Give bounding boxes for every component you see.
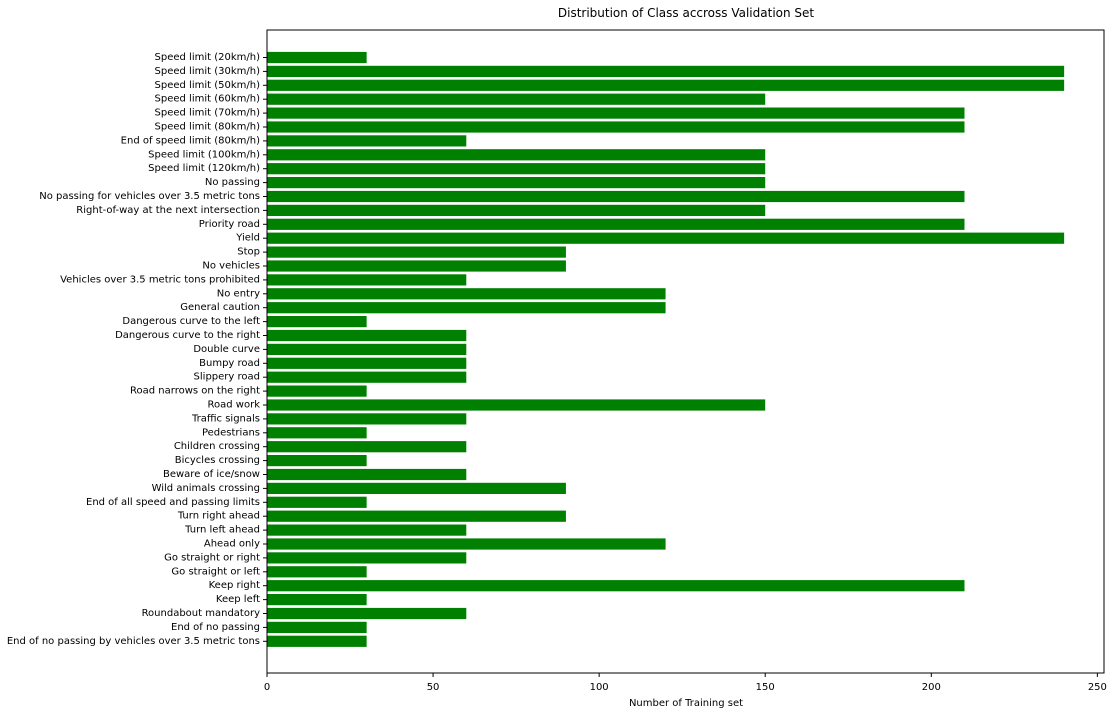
- y-tick-label: Bicycles crossing: [175, 455, 260, 466]
- x-axis-label: Number of Training set: [629, 698, 743, 709]
- bar: [267, 163, 766, 175]
- y-tick-label: Yield: [235, 233, 260, 244]
- y-tick-label: End of speed limit (80km/h): [121, 135, 260, 146]
- bar: [267, 79, 1065, 91]
- bar: [267, 413, 467, 425]
- y-tick-label: Keep right: [209, 580, 260, 591]
- bar: [267, 427, 367, 439]
- bar: [267, 552, 467, 564]
- y-tick-label: Speed limit (70km/h): [155, 108, 261, 119]
- y-tick-label: Vehicles over 3.5 metric tons prohibited: [60, 274, 260, 285]
- bars-group: [267, 51, 1065, 647]
- x-tick-label: 0: [264, 682, 270, 693]
- y-tick-label: Traffic signals: [191, 413, 260, 424]
- y-tick-label: End of no passing: [171, 622, 260, 633]
- y-tick-label: Road narrows on the right: [130, 386, 260, 397]
- y-tick-label: Bumpy road: [199, 358, 260, 369]
- bar: [267, 482, 566, 494]
- y-tick-label: No passing: [205, 177, 260, 188]
- x-tick-label: 100: [590, 682, 609, 693]
- bar: [267, 635, 367, 647]
- x-tick-label: 250: [1088, 682, 1107, 693]
- y-tick-label: No vehicles: [202, 261, 260, 272]
- y-tick-label: Stop: [237, 247, 260, 258]
- bar: [267, 316, 367, 328]
- y-tick-label: Turn left ahead: [184, 525, 260, 536]
- y-tick-label: Speed limit (80km/h): [155, 122, 261, 133]
- y-tick-label: Speed limit (30km/h): [155, 66, 261, 77]
- bar: [267, 93, 766, 105]
- bar: [267, 288, 666, 300]
- bar: [267, 385, 367, 397]
- y-tick-label: Go straight or left: [171, 566, 260, 577]
- y-tick-label: Dangerous curve to the left: [122, 316, 260, 327]
- bar: [267, 246, 566, 258]
- y-tick-label: Turn right ahead: [177, 511, 260, 522]
- bar: [267, 496, 367, 508]
- x-tick-label: 150: [756, 682, 775, 693]
- bar: [267, 135, 467, 147]
- bar: [267, 580, 965, 592]
- x-tick-label: 50: [427, 682, 440, 693]
- bar: [267, 232, 1065, 244]
- y-tick-label: Double curve: [193, 344, 260, 355]
- bar: [267, 510, 566, 522]
- bar: [267, 218, 965, 230]
- plot-frame: [266, 29, 1105, 674]
- bar: [267, 621, 367, 633]
- y-tick-label: Beware of ice/snow: [163, 469, 260, 480]
- y-tick-label: Ahead only: [204, 539, 260, 550]
- y-tick-label: General caution: [180, 302, 260, 313]
- y-tick-label: No entry: [217, 288, 260, 299]
- y-tick-label: No passing for vehicles over 3.5 metric …: [39, 191, 260, 202]
- y-tick-label: Pedestrians: [202, 427, 260, 438]
- y-tick-label: Keep left: [216, 594, 260, 605]
- bar: [267, 274, 467, 286]
- y-tick-label: Speed limit (60km/h): [155, 94, 261, 105]
- y-tick-label: End of no passing by vehicles over 3.5 m…: [7, 636, 260, 647]
- bar: [267, 455, 367, 467]
- y-tick-label: Go straight or right: [164, 552, 260, 563]
- bar: [267, 594, 367, 606]
- bar: [267, 329, 467, 342]
- y-tick-label: Speed limit (50km/h): [155, 80, 261, 91]
- bar: [267, 260, 566, 272]
- bar: [267, 343, 467, 355]
- y-tick-label: Wild animals crossing: [152, 483, 260, 494]
- bar: [267, 302, 666, 314]
- y-tick-label: Right-of-way at the next intersection: [76, 205, 260, 216]
- bar: [267, 524, 467, 536]
- y-tick-label: Roundabout mandatory: [142, 608, 261, 619]
- y-tick-label: Speed limit (120km/h): [148, 163, 260, 174]
- chart-title: Distribution of Class accross Validation…: [558, 6, 815, 20]
- y-tick-label: Road work: [208, 400, 261, 411]
- bar: [267, 65, 1065, 77]
- y-tick-label: Children crossing: [174, 441, 260, 452]
- bar: [267, 357, 467, 369]
- bar: [267, 399, 766, 411]
- y-tick-label: End of all speed and passing limits: [86, 497, 260, 508]
- y-tick-label: Speed limit (100km/h): [148, 149, 260, 160]
- bar: [267, 121, 965, 133]
- bar: [267, 371, 467, 383]
- bar: [267, 107, 965, 119]
- bar: [267, 468, 467, 481]
- bar: [267, 607, 467, 620]
- y-tick-label: Speed limit (20km/h): [155, 52, 261, 63]
- y-tick-label: Priority road: [199, 219, 260, 230]
- bar: [267, 538, 666, 550]
- bar: [267, 149, 766, 161]
- bar: [267, 177, 766, 189]
- bar: [267, 566, 367, 578]
- bar: [267, 190, 965, 203]
- y-axis-ticks: Speed limit (20km/h) Speed limit (30km/h)…: [7, 52, 267, 647]
- x-tick-label: 200: [922, 682, 941, 693]
- bar: [267, 441, 467, 453]
- bar: [267, 51, 367, 64]
- y-tick-label: Dangerous curve to the right: [115, 330, 260, 341]
- y-tick-label: Slippery road: [194, 372, 260, 383]
- x-axis-ticks: 0 50 100 150 200 250: [264, 673, 1107, 693]
- bar: [267, 204, 766, 216]
